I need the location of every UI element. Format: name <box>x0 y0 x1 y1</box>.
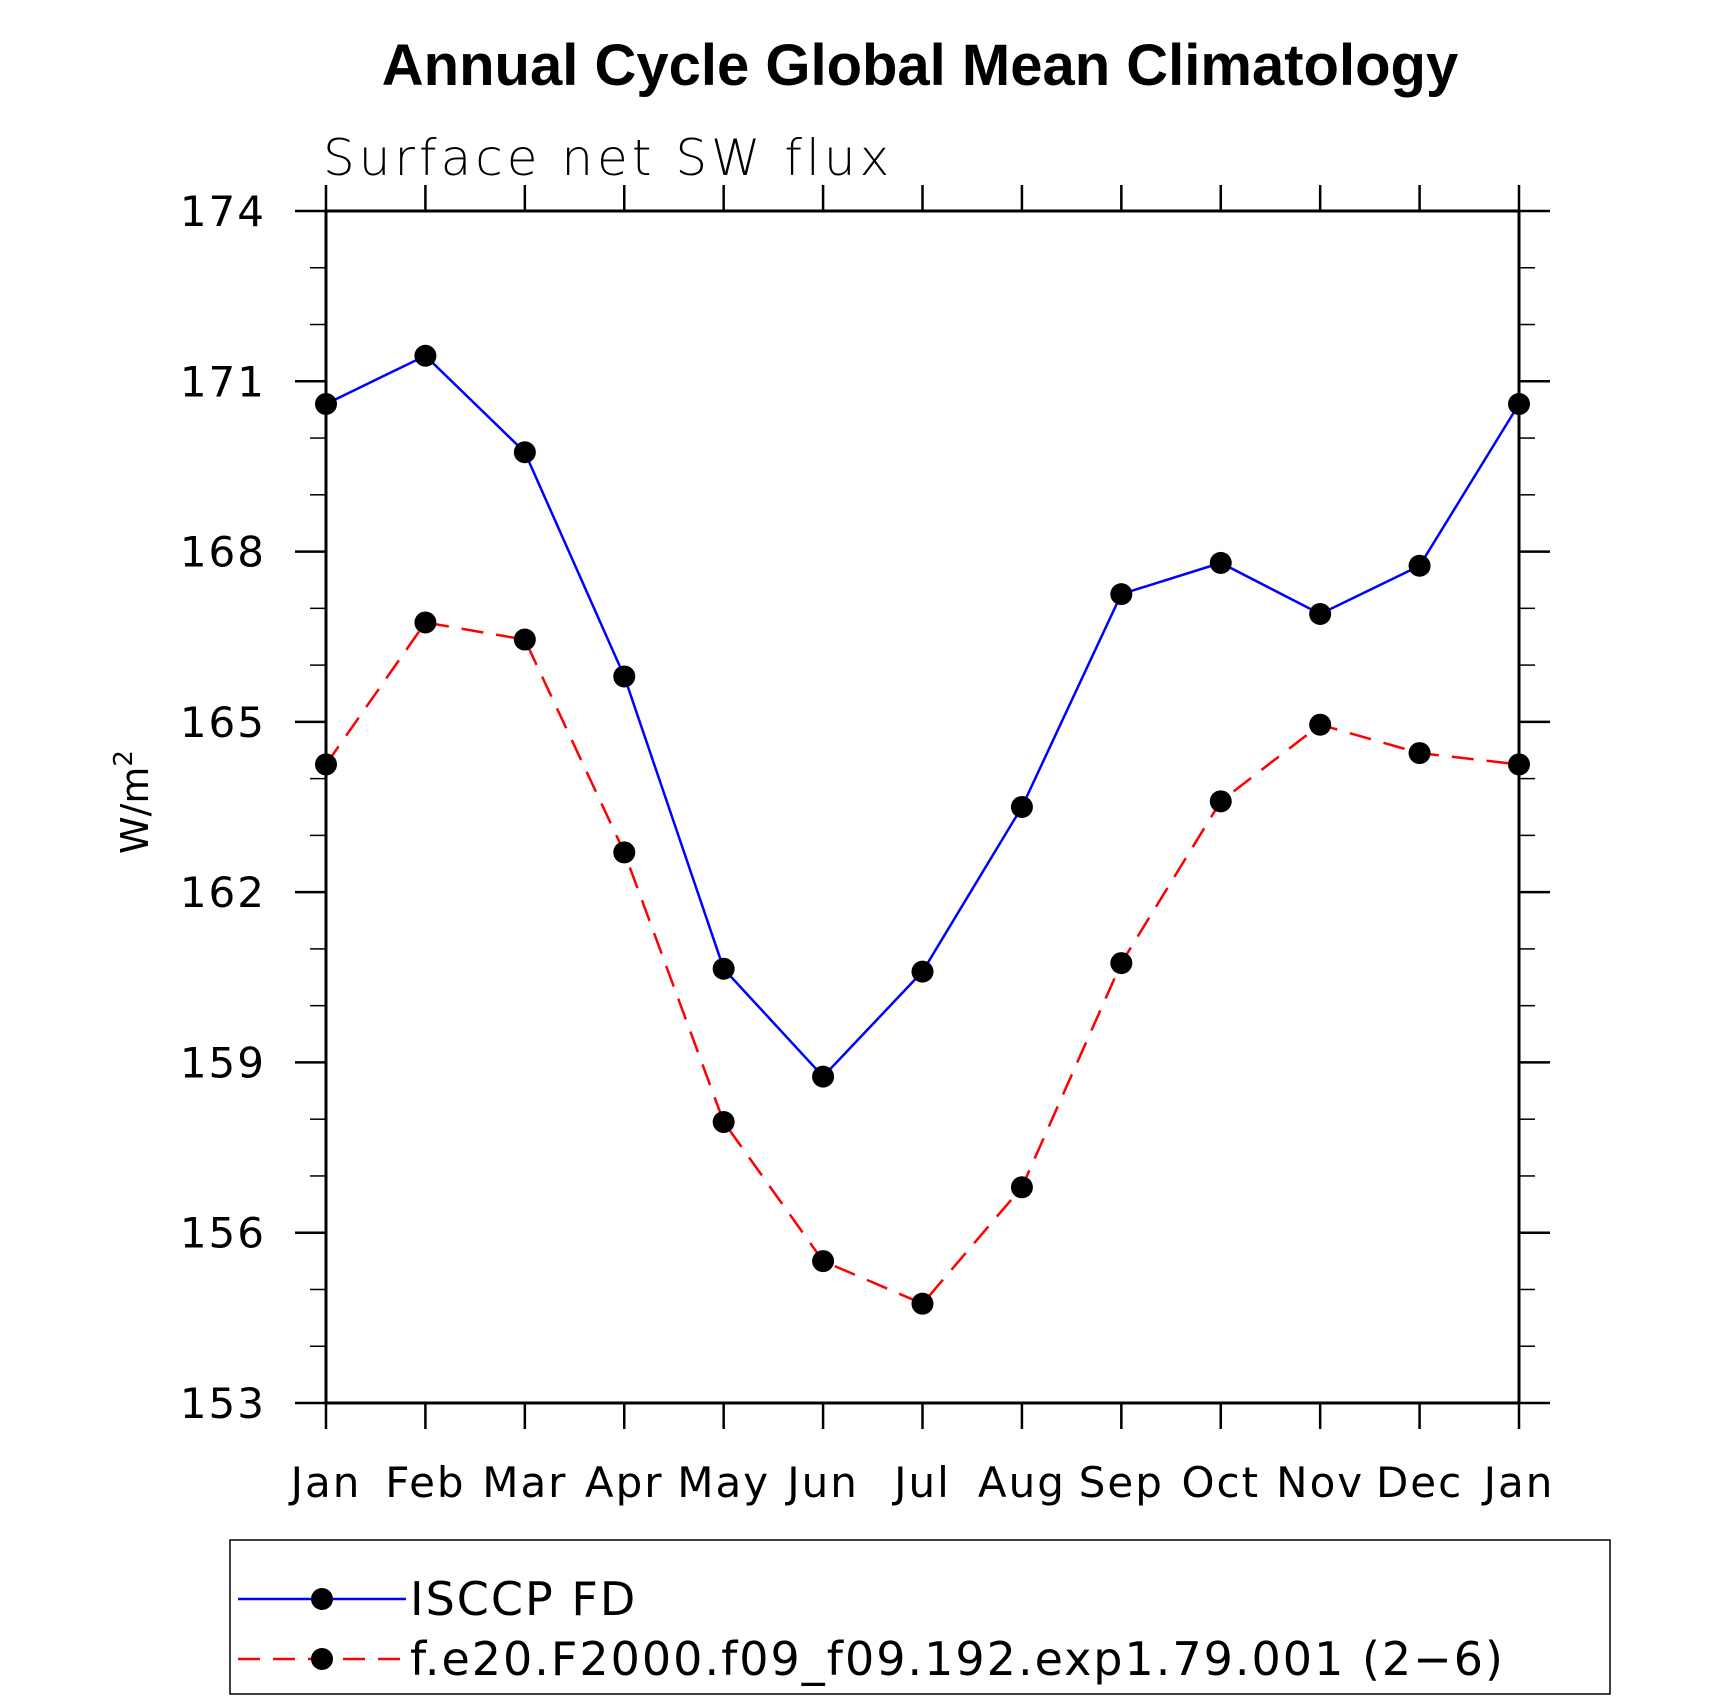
x-tick-label: May <box>677 1458 770 1507</box>
y-tick-label: 174 <box>180 187 266 236</box>
y-axis-label-text: W/m <box>113 767 157 854</box>
y-tick-label: 168 <box>180 528 266 577</box>
series-1-point <box>613 665 636 688</box>
chart-title: Annual Cycle Global Mean Climatology <box>382 33 1458 98</box>
y-tick-label: 171 <box>180 357 266 406</box>
series-1-point <box>812 1065 835 1088</box>
series-1-point <box>513 441 536 464</box>
series-1-point <box>1408 554 1431 577</box>
y-tick-label: 156 <box>180 1209 266 1258</box>
series-2-point <box>1309 713 1332 736</box>
plot-frame <box>324 209 1521 1405</box>
series-2-point <box>613 841 636 864</box>
series-1-point <box>1209 551 1232 574</box>
legend-marker-1 <box>311 1588 333 1610</box>
x-tick-label: Apr <box>585 1458 664 1507</box>
series-1-point <box>1010 796 1033 818</box>
y-tick-label: 159 <box>180 1038 266 1087</box>
x-tick-label: Sep <box>1079 1458 1164 1507</box>
legend-label-1: ISCCP FD <box>410 1572 637 1626</box>
x-tick-label: Mar <box>482 1458 567 1507</box>
x-tick-label: Jan <box>288 1458 362 1507</box>
x-tick-label: Oct <box>1181 1458 1260 1507</box>
x-tick-label: Jun <box>784 1458 859 1507</box>
svg-text:W/m2: W/m2 <box>109 750 157 854</box>
series-1-point <box>1309 603 1332 626</box>
y-tick-label: 165 <box>180 698 266 747</box>
series-2-point <box>712 1111 735 1134</box>
chart-subtitle: Surface net SW flux <box>323 129 893 187</box>
legend-marker-2 <box>311 1648 333 1670</box>
series-2-point <box>315 753 337 776</box>
series-1-point <box>414 344 437 367</box>
series-2-point <box>414 611 437 634</box>
y-tick-label: 162 <box>180 868 266 917</box>
series-1-point <box>911 960 934 983</box>
x-tick-label: Dec <box>1376 1458 1463 1507</box>
series-2-point <box>1508 753 1530 776</box>
y-axis-label: W/m2 <box>109 750 157 854</box>
series-2-point <box>1010 1176 1033 1199</box>
x-tick-label: Jan <box>1481 1458 1555 1507</box>
series-2-point <box>513 628 536 651</box>
series-2-point <box>1110 952 1133 975</box>
series-1-point <box>315 392 337 415</box>
series-2-point <box>911 1292 934 1315</box>
series-2-point <box>812 1250 835 1273</box>
series-1-point <box>712 957 735 980</box>
series-1-point <box>1508 392 1530 415</box>
y-axis-label-superscript: 2 <box>109 750 139 767</box>
x-tick-label: Jul <box>891 1458 951 1507</box>
legend-label-2: f.e20.F2000.f09_f09.192.exp1.79.001 (2−6… <box>410 1632 1505 1686</box>
legend-box <box>229 1539 1611 1695</box>
y-tick-label: 153 <box>180 1379 266 1428</box>
series-2-point <box>1209 790 1232 813</box>
series-2-point <box>1408 742 1431 765</box>
x-tick-label: Feb <box>385 1458 465 1507</box>
series-1-point <box>1110 583 1133 606</box>
x-tick-label: Aug <box>978 1458 1066 1507</box>
x-tick-label: Nov <box>1276 1458 1364 1507</box>
